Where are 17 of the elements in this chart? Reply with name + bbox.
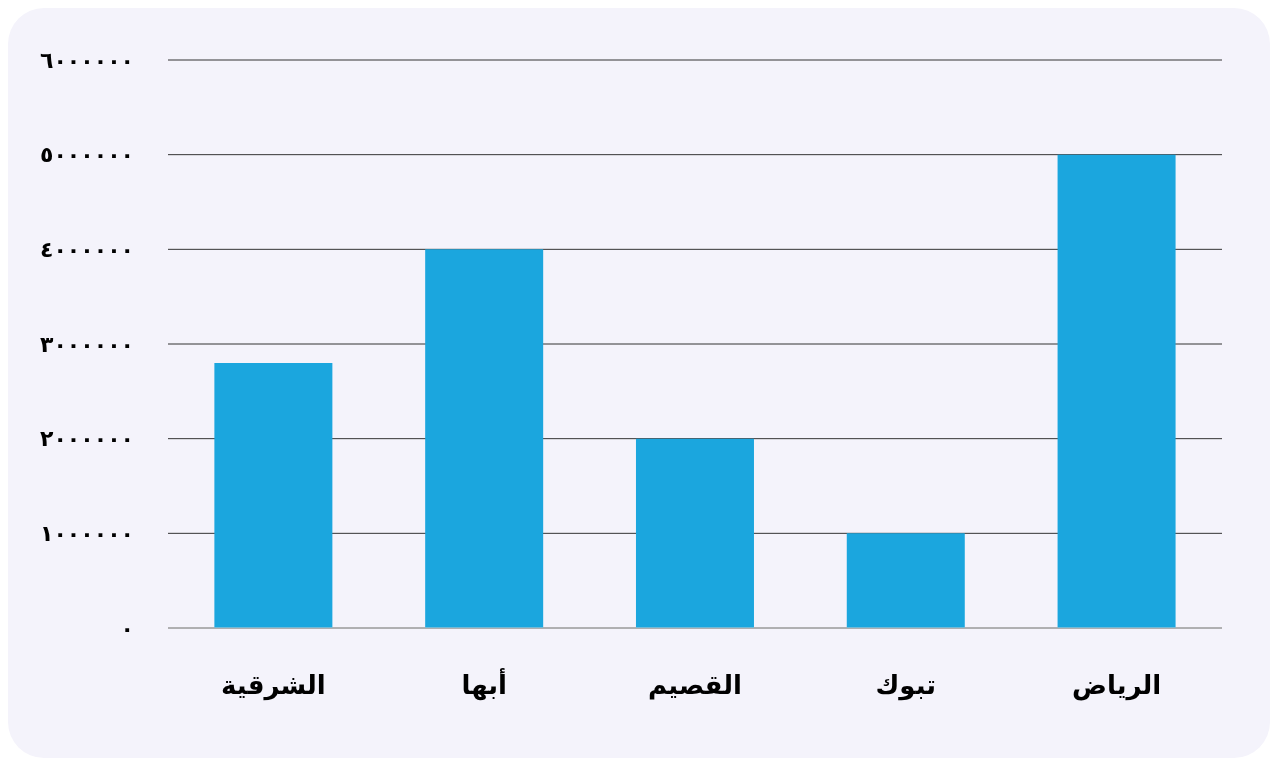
y-tick-label: ٤٠٠٠٠٠٠ bbox=[40, 237, 134, 263]
y-tick-label: ٠ bbox=[120, 615, 134, 641]
bar bbox=[1057, 154, 1176, 628]
bar bbox=[214, 362, 333, 628]
bar bbox=[635, 438, 754, 628]
x-tick-label: القصيم bbox=[647, 670, 743, 701]
x-tick-label: تبوك bbox=[875, 670, 937, 702]
bar bbox=[425, 249, 544, 628]
y-tick-label: ٣٠٠٠٠٠٠ bbox=[40, 331, 134, 357]
y-tick-label: ٦٠٠٠٠٠٠ bbox=[40, 47, 134, 73]
bar bbox=[846, 533, 965, 628]
x-tick-label: أبها bbox=[461, 668, 507, 702]
y-tick-label: ١٠٠٠٠٠٠ bbox=[40, 521, 134, 547]
x-tick-label: الشرقية bbox=[221, 670, 326, 702]
x-tick-label: الرياض bbox=[1071, 670, 1162, 702]
y-tick-label: ٥٠٠٠٠٠٠ bbox=[40, 142, 134, 168]
y-tick-label: ٢٠٠٠٠٠٠ bbox=[40, 426, 134, 452]
